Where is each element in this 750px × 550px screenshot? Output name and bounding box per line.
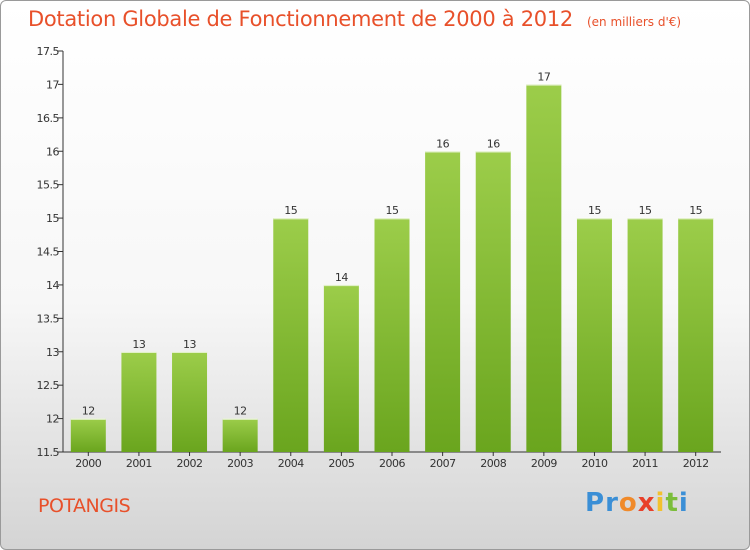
value-label-2001: 13 <box>132 338 145 351</box>
logo-letter: o <box>618 488 638 518</box>
bar-2009 <box>526 84 562 453</box>
chart-title: Dotation Globale de Fonctionnement de 20… <box>28 7 681 31</box>
bar-labels: 12 13 13 12 15 14 15 16 16 17 15 15 15 <box>82 70 703 417</box>
y-tick-label: 15.5 <box>37 179 60 192</box>
y-tick-label: 12.5 <box>37 379 60 392</box>
bar-2002 <box>172 351 208 452</box>
axes: 11.5 12 12.5 13 13.5 14 14.5 15 15.5 16 16.5 17 17.5… <box>37 45 721 470</box>
y-tick-label: 12 <box>46 413 59 426</box>
x-tick-label: 2004 <box>278 457 304 470</box>
y-tick-label: 16 <box>46 145 59 158</box>
y-tick-label: 17 <box>46 78 59 91</box>
value-label-2003: 12 <box>234 405 247 418</box>
value-label-2012: 15 <box>689 204 702 217</box>
x-tick-label: 2001 <box>126 457 152 470</box>
value-label-2005: 14 <box>335 271 348 284</box>
y-tick-label: 13 <box>46 346 59 359</box>
x-tick-label: 2010 <box>581 457 607 470</box>
bar-2006 <box>374 218 410 452</box>
y-tick-label: 14.5 <box>37 246 60 259</box>
bar-2012 <box>678 218 714 452</box>
value-label-2011: 15 <box>639 204 652 217</box>
commune-name: POTANGIS <box>38 495 131 517</box>
logo-letter: P <box>585 488 606 518</box>
chart-title-text: Dotation Globale de Fonctionnement de 20… <box>28 7 573 31</box>
value-label-2002: 13 <box>183 338 196 351</box>
bar-2000 <box>70 418 106 452</box>
bar-2011 <box>627 218 663 452</box>
x-tick-label: 2000 <box>75 457 101 470</box>
value-label-2006: 15 <box>386 204 399 217</box>
logo-letter: r <box>605 488 619 518</box>
y-tick-label: 17.5 <box>37 45 60 58</box>
bars <box>70 84 714 453</box>
logo-letter: i <box>655 488 666 518</box>
y-tick-label: 14 <box>46 279 59 292</box>
x-tick-label: 2006 <box>379 457 405 470</box>
y-tick-label: 16.5 <box>37 112 60 125</box>
bar-2001 <box>121 351 157 452</box>
x-tick-label: 2008 <box>480 457 506 470</box>
value-label-2004: 15 <box>284 204 297 217</box>
bar-2010 <box>576 218 612 452</box>
value-label-2008: 16 <box>487 137 500 150</box>
bar-2003 <box>222 418 258 452</box>
bar-2005 <box>323 284 359 452</box>
x-tick-label: 2007 <box>430 457 456 470</box>
bar-2008 <box>475 151 511 452</box>
value-label-2009: 17 <box>537 70 550 83</box>
logo-letter: t <box>665 488 679 518</box>
x-tick-label: 2009 <box>531 457 557 470</box>
y-tick-label: 15 <box>46 212 59 225</box>
x-tick-label: 2005 <box>328 457 354 470</box>
value-label-2007: 16 <box>436 137 449 150</box>
x-tick-label: 2011 <box>632 457 658 470</box>
value-label-2010: 15 <box>588 204 601 217</box>
x-tick-label: 2003 <box>227 457 253 470</box>
logo-letter: x <box>637 488 656 518</box>
logo-letter: i <box>678 488 689 518</box>
value-label-2000: 12 <box>82 405 95 418</box>
bar-2007 <box>425 151 461 452</box>
bar-2004 <box>273 218 309 452</box>
y-tick-label: 11.5 <box>37 446 60 459</box>
proxiti-logo: Proxiti <box>585 488 695 524</box>
chart-subtitle: (en milliers d'€) <box>586 15 682 29</box>
x-tick-label: 2012 <box>683 457 709 470</box>
y-tick-label: 13.5 <box>37 312 60 325</box>
x-tick-label: 2002 <box>177 457 203 470</box>
